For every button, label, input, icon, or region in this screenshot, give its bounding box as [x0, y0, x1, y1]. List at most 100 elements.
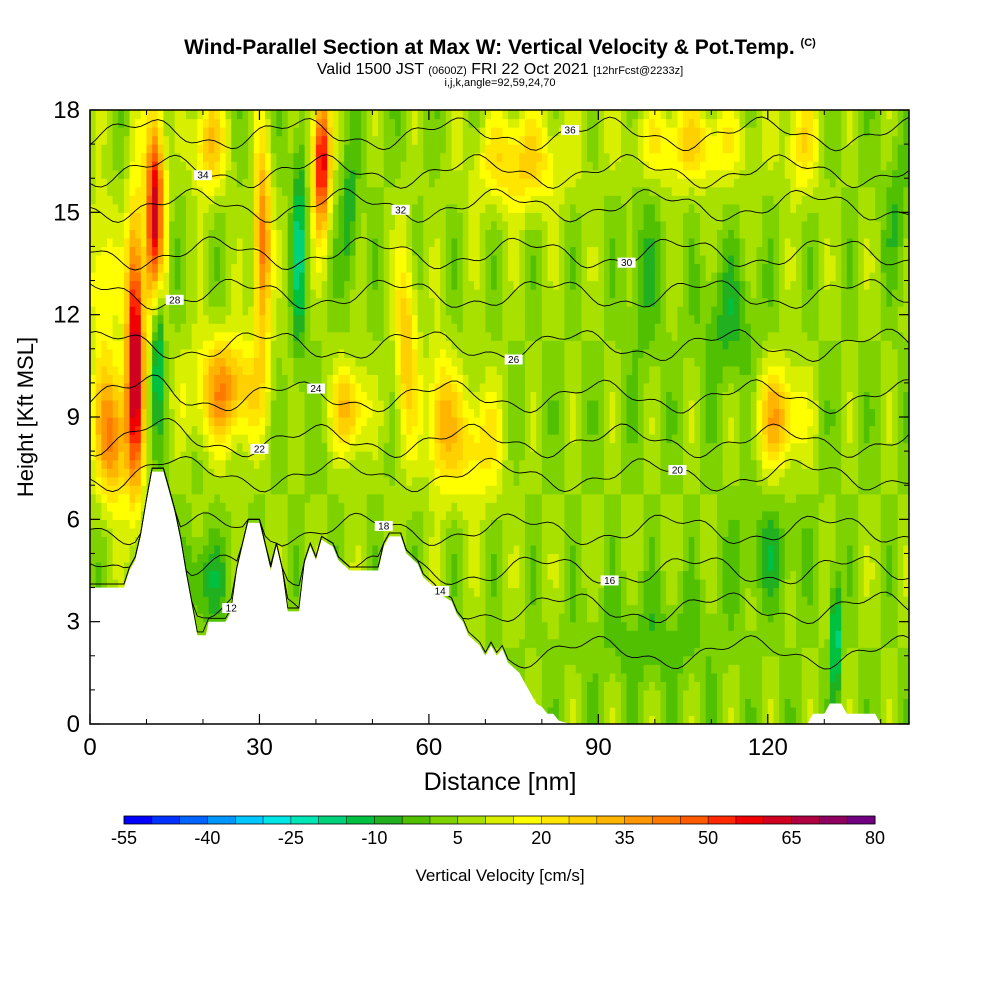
heatmap-cell — [321, 434, 328, 444]
heatmap-cell — [349, 263, 357, 273]
heatmap-cell — [186, 417, 193, 427]
heatmap-cell — [474, 314, 481, 324]
heatmap-cell — [214, 382, 221, 393]
heatmap-cell — [129, 297, 136, 307]
heatmap-cell — [378, 434, 385, 444]
heatmap-cell — [101, 468, 108, 478]
heatmap-cell — [332, 374, 340, 384]
heatmap-cell — [101, 306, 108, 316]
heatmap-cell — [428, 178, 436, 188]
heatmap-cell — [129, 229, 136, 239]
heatmap-cell — [389, 178, 396, 188]
heatmap-cell — [90, 417, 97, 427]
heatmap-cell — [389, 348, 396, 358]
heatmap-cell — [259, 476, 266, 486]
heatmap-cell — [118, 348, 125, 358]
heatmap-cell — [95, 468, 102, 478]
heatmap-cell — [140, 280, 148, 290]
heatmap-cell — [366, 527, 374, 537]
heatmap-cell — [282, 220, 289, 230]
heatmap-cell — [90, 118, 97, 128]
heatmap-cell — [406, 408, 413, 418]
heatmap-cell — [112, 229, 119, 239]
heatmap-cell — [152, 212, 159, 222]
heatmap-cell — [163, 135, 170, 145]
heatmap-cell — [304, 451, 311, 461]
heatmap-cell — [123, 254, 131, 265]
heatmap-cell — [383, 408, 390, 418]
heatmap-cell — [253, 195, 261, 205]
heatmap-cell — [440, 331, 447, 341]
heatmap-cell — [101, 237, 108, 248]
heatmap-cell — [287, 408, 294, 418]
heatmap-cell — [315, 408, 323, 418]
heatmap-cell — [276, 459, 283, 469]
heatmap-cell — [321, 391, 328, 401]
heatmap-cell — [135, 519, 142, 529]
heatmap-cell — [174, 118, 181, 128]
heatmap-cell — [428, 527, 436, 537]
heatmap-cell — [282, 178, 289, 188]
heatmap-cell — [265, 272, 272, 282]
heatmap-cell — [293, 502, 300, 512]
heatmap-cell — [186, 348, 193, 358]
heatmap-cell — [242, 434, 249, 444]
heatmap-cell — [202, 365, 210, 375]
heatmap-cell — [349, 229, 357, 239]
heatmap-cell — [366, 323, 374, 333]
heatmap-cell — [231, 203, 238, 213]
heatmap-cell — [440, 306, 447, 316]
heatmap-cell — [338, 314, 345, 324]
heatmap-cell — [417, 442, 424, 452]
heatmap-cell — [186, 323, 193, 333]
heatmap-cell — [202, 254, 210, 265]
heatmap-cell — [293, 331, 300, 341]
heatmap-cell — [298, 289, 306, 299]
heatmap-cell — [434, 561, 441, 572]
heatmap-cell — [372, 203, 379, 213]
heatmap-cell — [242, 186, 249, 196]
heatmap-cell — [169, 348, 176, 358]
heatmap-cell — [163, 110, 170, 120]
heatmap-cell — [248, 289, 255, 299]
heatmap-cell — [474, 476, 481, 486]
heatmap-cell — [270, 272, 277, 282]
heatmap-cell — [191, 434, 198, 444]
heatmap-cell — [361, 118, 368, 128]
heatmap-cell — [123, 544, 131, 555]
heatmap-cell — [423, 195, 430, 205]
heatmap-cell — [315, 417, 323, 427]
heatmap-cell — [101, 144, 108, 154]
heatmap-cell — [451, 451, 458, 461]
heatmap-cell — [383, 237, 390, 248]
heatmap-cell — [304, 502, 311, 512]
heatmap-cell — [366, 203, 374, 213]
heatmap-cell — [197, 527, 204, 537]
heatmap-cell — [327, 178, 334, 188]
heatmap-cell — [417, 212, 424, 222]
heatmap-cell — [90, 579, 97, 589]
heatmap-cell — [293, 127, 300, 137]
heatmap-cell — [434, 442, 441, 452]
heatmap-cell — [327, 519, 334, 529]
heatmap-cell — [462, 604, 470, 614]
heatmap-cell — [349, 297, 357, 307]
heatmap-cell — [395, 254, 402, 265]
heatmap-cell — [276, 536, 283, 546]
heatmap-cell — [315, 442, 323, 452]
heatmap-cell — [361, 203, 368, 213]
heatmap-cell — [146, 152, 153, 162]
heatmap-cell — [349, 451, 357, 461]
heatmap-cell — [315, 510, 323, 520]
heatmap-cell — [225, 382, 232, 393]
heatmap-cell — [310, 348, 317, 358]
heatmap-cell — [389, 297, 396, 307]
heatmap-cell — [95, 417, 102, 427]
heatmap-cell — [265, 331, 272, 341]
heatmap-cell — [242, 254, 249, 265]
heatmap-cell — [468, 357, 475, 367]
heatmap-cell — [129, 459, 136, 469]
heatmap-cell — [236, 544, 244, 555]
heatmap-cell — [366, 459, 374, 469]
heatmap-cell — [191, 314, 198, 324]
